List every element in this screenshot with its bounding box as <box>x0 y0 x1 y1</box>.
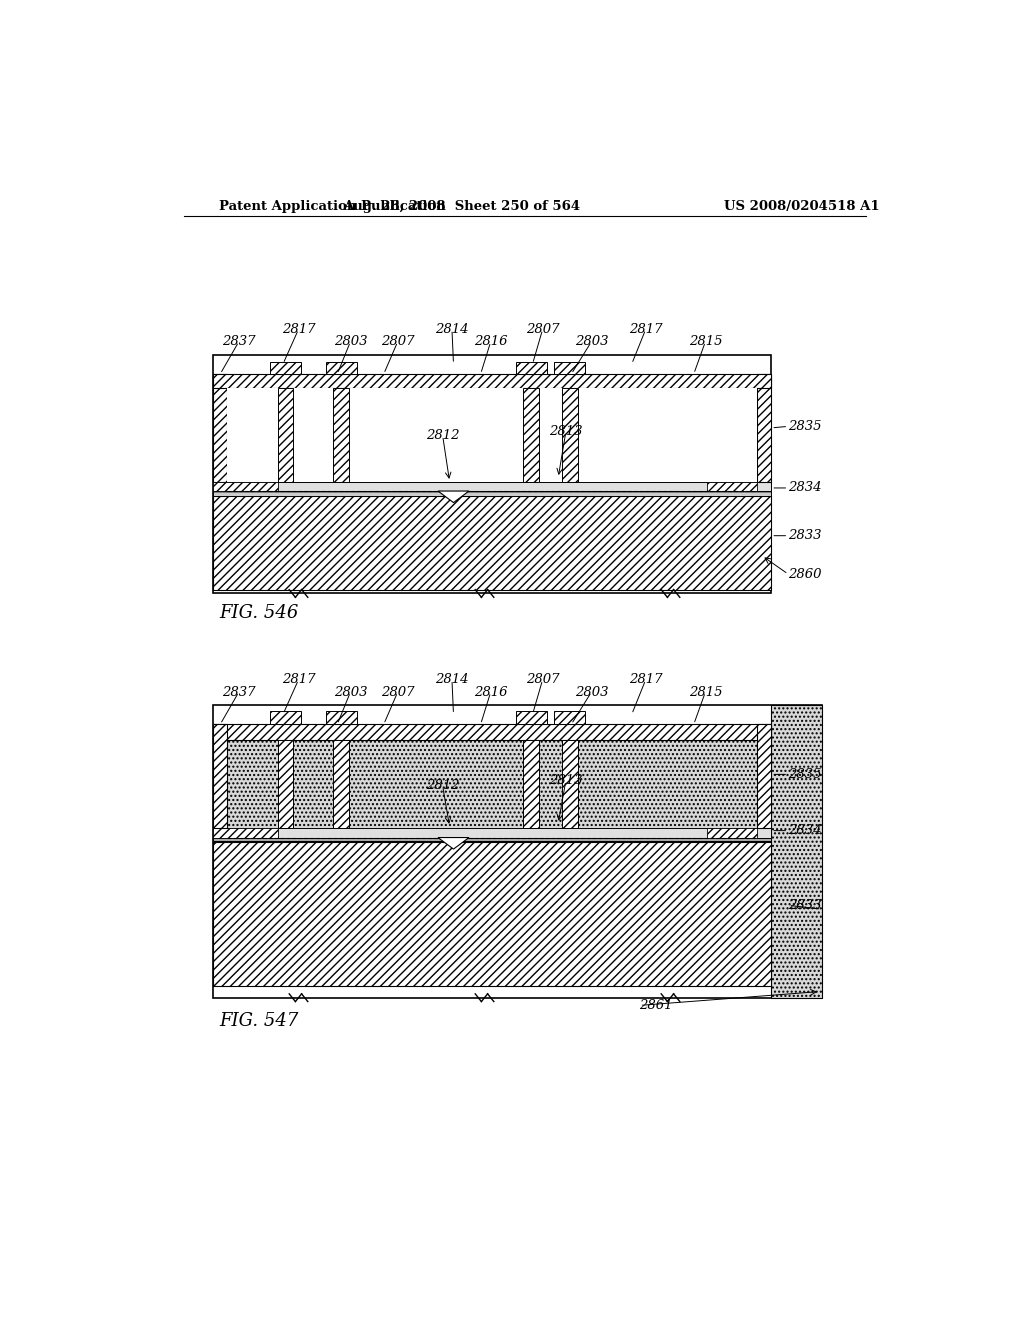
Text: 2837: 2837 <box>222 335 256 348</box>
Bar <box>213 838 771 842</box>
Bar <box>270 363 301 374</box>
Text: Aug. 28, 2008  Sheet 250 of 564: Aug. 28, 2008 Sheet 250 of 564 <box>343 199 580 213</box>
Text: 2812: 2812 <box>426 779 460 792</box>
Text: 2803: 2803 <box>334 685 368 698</box>
Text: 2813: 2813 <box>549 425 583 438</box>
Text: 2803: 2803 <box>334 335 368 348</box>
Bar <box>270 711 301 725</box>
Text: 2807: 2807 <box>526 323 559 335</box>
Bar <box>213 842 771 986</box>
Bar <box>707 829 758 838</box>
Bar <box>213 705 821 998</box>
Bar <box>326 363 356 374</box>
Bar <box>523 388 539 482</box>
Text: 2814: 2814 <box>435 673 469 686</box>
Bar <box>707 482 758 491</box>
Text: FIG. 546: FIG. 546 <box>219 603 299 622</box>
Text: 2837: 2837 <box>222 685 256 698</box>
Bar <box>278 739 293 829</box>
Text: 2812: 2812 <box>426 429 460 442</box>
Bar <box>554 363 586 374</box>
Text: 2817: 2817 <box>282 673 315 686</box>
Text: 2807: 2807 <box>526 673 559 686</box>
Text: 2833: 2833 <box>788 529 822 543</box>
Text: US 2008/0204518 A1: US 2008/0204518 A1 <box>724 199 880 213</box>
Bar <box>213 482 771 491</box>
Text: 2834: 2834 <box>788 482 822 495</box>
Bar <box>771 705 821 998</box>
Polygon shape <box>438 838 469 849</box>
Text: 2813: 2813 <box>549 774 583 787</box>
Bar <box>213 491 771 496</box>
Bar <box>334 739 349 829</box>
Text: 2817: 2817 <box>629 323 663 335</box>
Bar <box>562 388 578 482</box>
Text: 2816: 2816 <box>474 685 508 698</box>
Bar <box>213 829 771 838</box>
Text: 2817: 2817 <box>282 323 315 335</box>
Text: 2803: 2803 <box>574 335 608 348</box>
Text: 2807: 2807 <box>381 685 415 698</box>
Bar <box>213 739 771 829</box>
Bar <box>515 711 547 725</box>
Bar <box>515 363 547 374</box>
Bar <box>278 388 293 482</box>
Text: 2835: 2835 <box>788 768 822 781</box>
Text: 2861: 2861 <box>640 999 673 1012</box>
Bar <box>326 711 356 725</box>
Text: 2834: 2834 <box>788 824 822 837</box>
Bar <box>213 829 278 838</box>
Text: 2817: 2817 <box>629 673 663 686</box>
Bar <box>334 388 349 482</box>
Text: 2807: 2807 <box>381 335 415 348</box>
Text: 2833: 2833 <box>788 899 822 912</box>
Bar <box>213 374 771 388</box>
Text: 2860: 2860 <box>788 568 822 581</box>
Polygon shape <box>438 491 469 503</box>
Bar <box>758 725 771 829</box>
Bar <box>213 374 227 482</box>
Bar <box>523 739 539 829</box>
Bar <box>562 739 578 829</box>
Text: 2835: 2835 <box>788 420 822 433</box>
Bar <box>213 496 771 590</box>
Text: Patent Application Publication: Patent Application Publication <box>219 199 446 213</box>
Text: 2815: 2815 <box>688 685 722 698</box>
Text: 2814: 2814 <box>435 323 469 335</box>
Text: 2815: 2815 <box>688 335 722 348</box>
Bar <box>213 355 771 594</box>
Text: 2803: 2803 <box>574 685 608 698</box>
Bar <box>213 725 771 739</box>
Bar <box>213 482 278 491</box>
Text: 2816: 2816 <box>474 335 508 348</box>
Bar <box>227 388 758 482</box>
Text: FIG. 547: FIG. 547 <box>219 1012 299 1030</box>
Bar <box>758 374 771 482</box>
Bar <box>213 725 227 829</box>
Bar <box>554 711 586 725</box>
